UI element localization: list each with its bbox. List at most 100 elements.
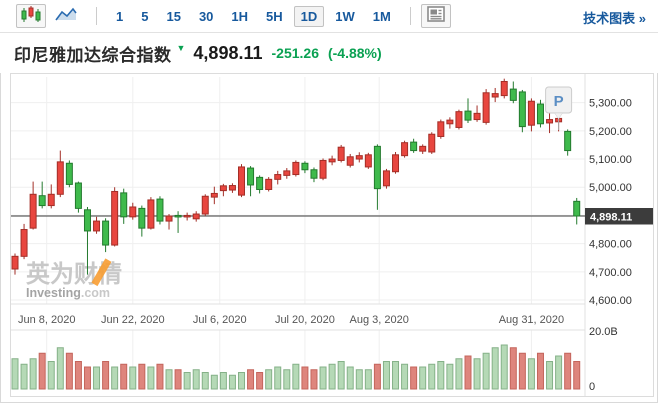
y-axis-label: 5,000.00 xyxy=(589,182,632,194)
volume-axis-label: 20.0B xyxy=(589,326,618,338)
candle-body xyxy=(564,130,572,152)
timeframe-5h[interactable]: 5H xyxy=(266,8,283,24)
volume-bar xyxy=(455,358,463,390)
candle-body xyxy=(102,220,110,246)
candle-body xyxy=(174,214,182,218)
candle-body xyxy=(509,88,517,101)
volume-bar xyxy=(120,363,128,390)
timeframe-1d[interactable]: 1D xyxy=(293,5,325,27)
volume-bar xyxy=(219,372,227,390)
toolbar-divider xyxy=(409,7,411,25)
chevron-right-icon: » xyxy=(638,11,646,26)
event-marker-p[interactable]: P xyxy=(545,86,573,130)
volume-bar xyxy=(56,347,64,390)
volume-bar xyxy=(555,355,563,390)
volume-bar xyxy=(337,361,345,390)
volume-bar xyxy=(382,361,390,390)
candle-body xyxy=(464,110,472,121)
timeframe-1h[interactable]: 1H xyxy=(231,8,249,24)
candle-body xyxy=(283,170,291,176)
volume-bar xyxy=(410,366,418,390)
timeframe-5[interactable]: 5 xyxy=(141,8,149,24)
volume-bar xyxy=(256,372,264,390)
candle-body xyxy=(83,209,91,232)
timeframe-1[interactable]: 1 xyxy=(116,8,124,24)
volume-bar xyxy=(419,366,427,390)
volume-bar xyxy=(364,369,372,390)
timeframe-15[interactable]: 15 xyxy=(166,8,181,24)
candle-body xyxy=(238,166,245,196)
current-price-tag-label: 4,898.11 xyxy=(590,212,632,224)
candle-body xyxy=(29,193,37,229)
timeframe-1m[interactable]: 1M xyxy=(372,8,391,24)
candle-body xyxy=(138,207,146,229)
timeframe-1w[interactable]: 1W xyxy=(335,8,355,24)
price-down-triangle-icon: ▼ xyxy=(176,43,186,53)
timeframe-30[interactable]: 30 xyxy=(198,8,214,24)
volume-bar xyxy=(292,363,300,390)
volume-bar xyxy=(392,361,400,390)
volume-bar xyxy=(201,372,209,390)
volume-bar xyxy=(93,366,101,390)
toolbar-divider xyxy=(96,7,97,25)
candle-body xyxy=(546,119,554,124)
volume-bar xyxy=(210,374,218,390)
volume-bar xyxy=(346,366,354,390)
timeframe-buttons: 1 5 15 30 1H 5H 1D 1W 1M xyxy=(107,5,400,27)
volume-bar xyxy=(464,355,472,390)
volume-bar xyxy=(310,369,318,390)
candle-body xyxy=(11,255,19,270)
candle-body xyxy=(328,158,336,163)
news-panel-button[interactable] xyxy=(420,4,451,28)
candle-body xyxy=(274,174,282,180)
volume-bar xyxy=(38,352,46,390)
y-axis-label: 4,800.00 xyxy=(589,239,632,251)
volume-bar xyxy=(29,358,37,390)
volume-bar xyxy=(156,363,164,390)
volume-bar xyxy=(355,369,363,390)
watermark-orange-slash xyxy=(91,258,112,287)
candle-body xyxy=(147,199,155,229)
x-axis-label: Jun 22, 2020 xyxy=(101,314,165,326)
x-axis-label: Aug 3, 2020 xyxy=(350,314,409,326)
candle-body xyxy=(210,192,218,198)
volume-bar xyxy=(564,352,572,390)
volume-bar xyxy=(482,352,490,390)
volume-bar xyxy=(102,361,110,390)
candle-body xyxy=(265,178,273,190)
volume-bar xyxy=(11,358,19,390)
volume-bar xyxy=(328,363,336,390)
candle-body xyxy=(319,159,327,179)
y-axis-label: 5,300.00 xyxy=(589,98,632,110)
candle-body xyxy=(382,170,390,187)
volume-bar xyxy=(283,369,291,390)
candle-body xyxy=(47,193,55,207)
line-chart-button[interactable] xyxy=(52,5,80,27)
volume-bar xyxy=(274,366,282,390)
candle-body xyxy=(455,111,463,128)
candle-body xyxy=(247,167,255,186)
candle-body xyxy=(256,176,264,190)
candle-body xyxy=(74,182,82,209)
volume-bar xyxy=(428,363,436,390)
svg-text:P: P xyxy=(554,93,564,110)
candle-body xyxy=(219,185,227,192)
candle-body xyxy=(518,91,526,128)
volume-bar xyxy=(174,369,182,390)
volume-bar xyxy=(74,361,82,390)
volume-bar xyxy=(47,361,55,390)
candle-body xyxy=(500,80,508,97)
candle-body xyxy=(536,103,544,125)
last-price: 4,898.11 xyxy=(193,42,263,63)
candle-body xyxy=(491,93,499,98)
candlestick-chart-button[interactable] xyxy=(16,4,46,28)
technical-chart-link[interactable]: 技术图表 » xyxy=(583,8,646,27)
candle-body xyxy=(346,156,354,166)
volume-bar xyxy=(401,363,409,390)
candle-body xyxy=(527,100,535,126)
volume-bar xyxy=(138,363,146,390)
candle-body xyxy=(156,198,164,222)
instrument-title: 印尼雅加达综合指数 xyxy=(14,45,172,65)
